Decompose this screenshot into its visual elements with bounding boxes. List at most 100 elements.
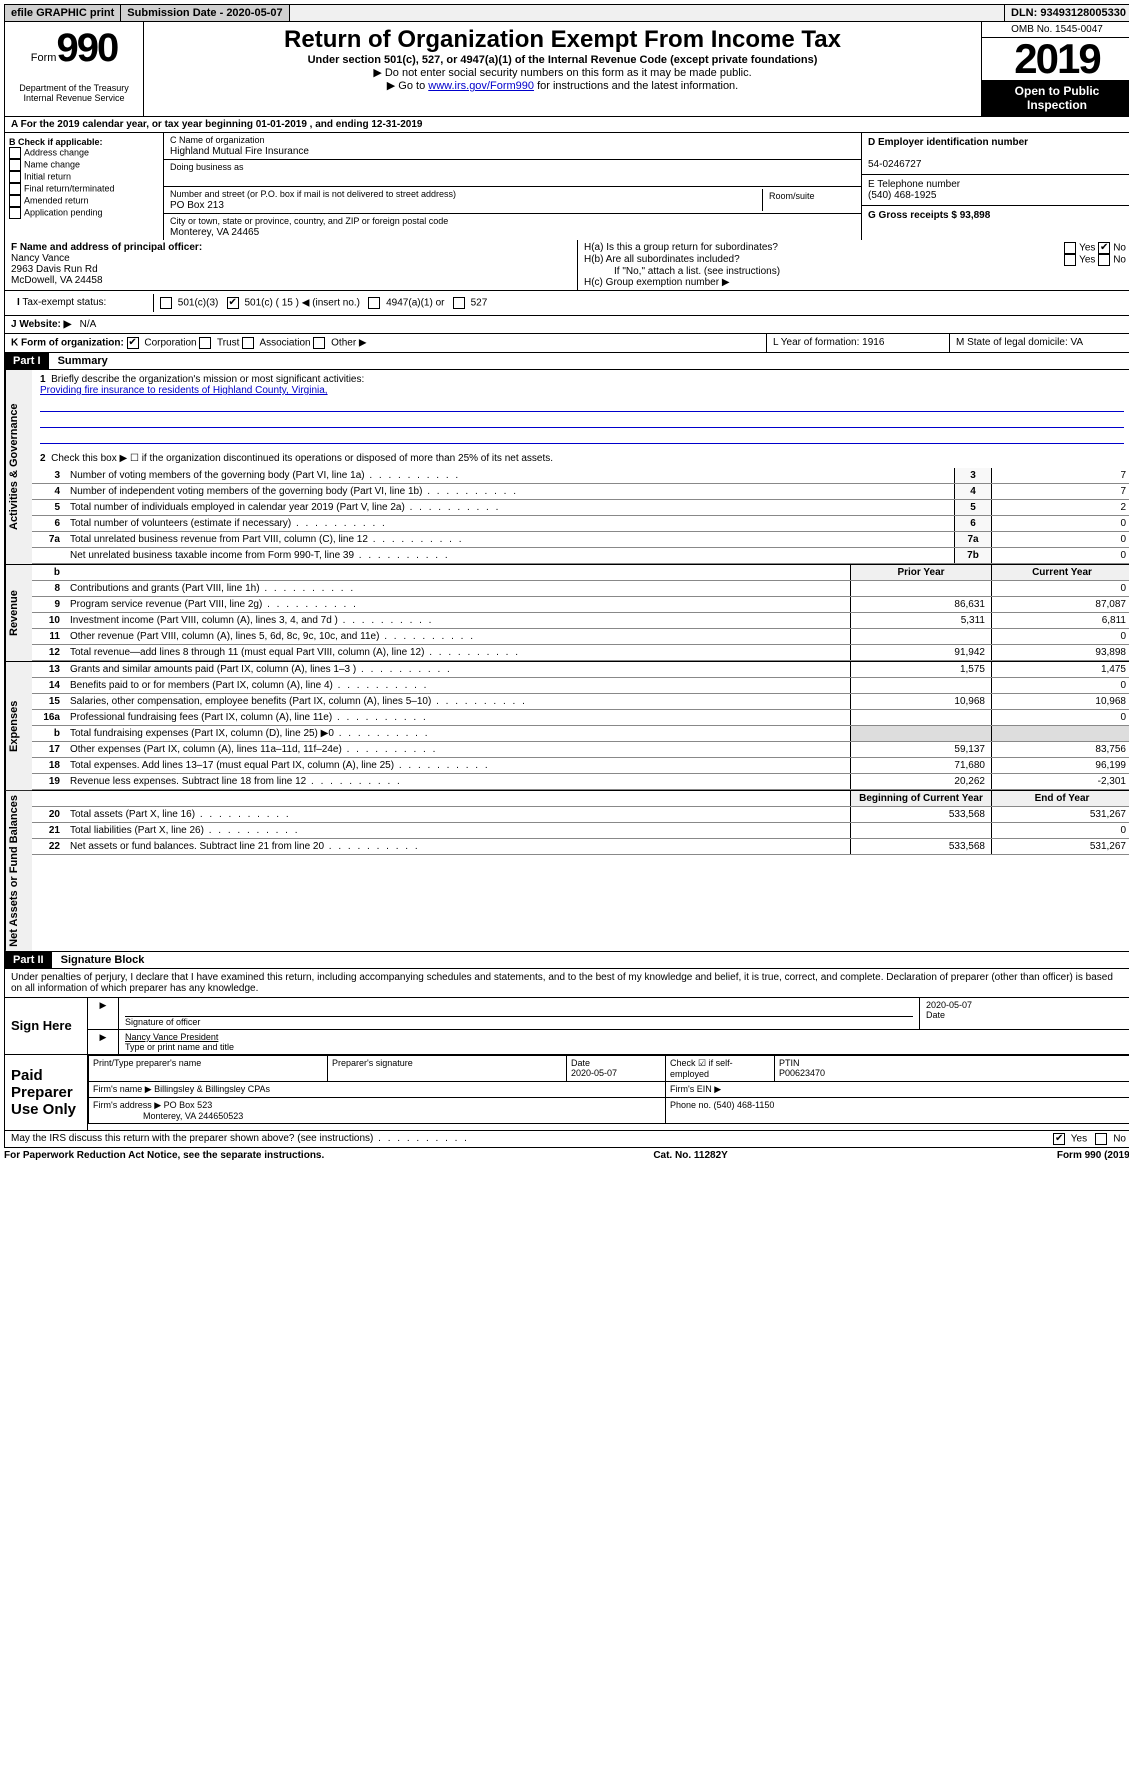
cb-4947[interactable] (368, 297, 380, 309)
cb-ha-yes[interactable] (1064, 242, 1076, 254)
org-name-label: C Name of organization (170, 135, 265, 145)
firm-name: Billingsley & Billingsley CPAs (154, 1084, 270, 1094)
cb-name-change[interactable] (9, 159, 21, 171)
table-row: 13Grants and similar amounts paid (Part … (32, 662, 1129, 678)
table-row: 15Salaries, other compensation, employee… (32, 694, 1129, 710)
table-row: 5Total number of individuals employed in… (32, 500, 1129, 516)
note-link: ▶ Go to www.irs.gov/Form990 for instruct… (152, 79, 973, 92)
table-row: 4Number of independent voting members of… (32, 484, 1129, 500)
table-row: 18Total expenses. Add lines 13–17 (must … (32, 758, 1129, 774)
note-ssn: ▶ Do not enter social security numbers o… (152, 66, 973, 79)
officer-addr2: McDowell, VA 24458 (11, 275, 103, 286)
open-to-public: Open to Public Inspection (982, 80, 1129, 116)
dln-label: DLN: 93493128005330 (1004, 5, 1129, 21)
addr-label: Number and street (or P.O. box if mail i… (170, 189, 456, 199)
mission-text: Providing fire insurance to residents of… (40, 385, 328, 396)
cb-other[interactable] (313, 337, 325, 349)
title-box: Return of Organization Exempt From Incom… (144, 22, 981, 116)
website-row: J Website: ▶ N/A (4, 316, 1129, 334)
group-return-box: H(a) Is this a group return for subordin… (578, 240, 1129, 290)
org-info-column: C Name of organization Highland Mutual F… (164, 133, 861, 240)
cb-501c[interactable] (227, 297, 239, 309)
cb-corporation[interactable] (127, 337, 139, 349)
address: PO Box 213 (170, 200, 224, 211)
preparer-name-header: Print/Type preparer's name (89, 1055, 328, 1081)
cb-discuss-no[interactable] (1095, 1133, 1107, 1145)
sign-date: 2020-05-07 (926, 1000, 972, 1010)
check-applicable-box: B Check if applicable: Address change Na… (5, 133, 164, 240)
cb-application-pending[interactable] (9, 207, 21, 219)
activities-governance-section: Activities & Governance 1 Briefly descri… (4, 370, 1129, 564)
cb-address-change[interactable] (9, 147, 21, 159)
preparer-table: Print/Type preparer's name Preparer's si… (88, 1055, 1129, 1124)
table-row: 21Total liabilities (Part X, line 26)0 (32, 823, 1129, 839)
table-row: 7aTotal unrelated business revenue from … (32, 532, 1129, 548)
cb-amended[interactable] (9, 195, 21, 207)
cb-hb-no[interactable] (1098, 254, 1110, 266)
signer-name: Nancy Vance President (125, 1032, 218, 1042)
efile-print-button[interactable]: efile GRAPHIC print (5, 5, 121, 21)
table-row: 16aProfessional fundraising fees (Part I… (32, 710, 1129, 726)
section-fh: F Name and address of principal officer:… (4, 240, 1129, 291)
part1-badge: Part I (5, 353, 49, 369)
officer-addr1: 2963 Davis Run Rd (11, 264, 98, 275)
part2-header-row: Part II Signature Block (4, 952, 1129, 969)
side-label-expenses: Expenses (5, 662, 32, 790)
arrow-icon: ▶ (88, 998, 119, 1029)
klm-row: K Form of organization: Corporation Trus… (4, 334, 1129, 353)
ein-value: 54-0246727 (868, 159, 921, 170)
table-row: 17Other expenses (Part IX, column (A), l… (32, 742, 1129, 758)
year-formation: L Year of formation: 1916 (767, 334, 950, 352)
cb-hb-yes[interactable] (1064, 254, 1076, 266)
cb-501c3[interactable] (160, 297, 172, 309)
discuss-row: May the IRS discuss this return with the… (4, 1131, 1129, 1148)
declaration-text: Under penalties of perjury, I declare th… (4, 969, 1129, 998)
table-row: 12Total revenue—add lines 8 through 11 (… (32, 645, 1129, 661)
phone-value: (540) 468-1925 (868, 190, 936, 201)
table-row: 11Other revenue (Part VIII, column (A), … (32, 629, 1129, 645)
table-row: 14Benefits paid to or for members (Part … (32, 678, 1129, 694)
preparer-signature-header: Preparer's signature (328, 1055, 567, 1081)
paid-preparer-section: Paid Preparer Use Only Print/Type prepar… (4, 1055, 1129, 1131)
period-row: A For the 2019 calendar year, or tax yea… (4, 117, 1129, 133)
cb-initial-return[interactable] (9, 171, 21, 183)
sign-here-section: Sign Here ▶ Signature of officer 2020-05… (4, 998, 1129, 1055)
part1-title: Summary (52, 353, 114, 369)
ein-label: D Employer identification number (868, 137, 1028, 148)
table-row: 3Number of voting members of the governi… (32, 468, 1129, 484)
org-name: Highland Mutual Fire Insurance (170, 146, 309, 157)
preparer-date: 2020-05-07 (571, 1068, 617, 1078)
paid-preparer-label: Paid Preparer Use Only (5, 1055, 88, 1130)
preparer-phone: Phone no. (540) 468-1150 (666, 1097, 1129, 1123)
revenue-section: Revenue b Prior Year Current Year 8Contr… (4, 564, 1129, 661)
gross-receipts: G Gross receipts $ 93,898 (868, 210, 990, 221)
expenses-table: 13Grants and similar amounts paid (Part … (32, 662, 1129, 790)
city-label: City or town, state or province, country… (170, 216, 448, 226)
firm-city: Monterey, VA 244650523 (143, 1111, 243, 1121)
cb-ha-no[interactable] (1098, 242, 1110, 254)
officer-box: F Name and address of principal officer:… (5, 240, 578, 290)
cb-final-return[interactable] (9, 183, 21, 195)
cb-discuss-yes[interactable] (1053, 1133, 1065, 1145)
net-assets-table: Beginning of Current Year End of Year 20… (32, 791, 1129, 855)
ptin-value: P00623470 (779, 1068, 825, 1078)
catalog-number: Cat. No. 11282Y (653, 1150, 727, 1161)
side-label-revenue: Revenue (5, 565, 32, 661)
form-ref: Form 990 (2019) (1057, 1150, 1129, 1161)
tax-exempt-row: I Tax-exempt status: 501(c)(3) 501(c) ( … (4, 291, 1129, 316)
cb-association[interactable] (242, 337, 254, 349)
table-row: 20Total assets (Part X, line 16)533,5685… (32, 807, 1129, 823)
self-employed-check: Check ☑ if self-employed (666, 1055, 775, 1081)
col-beginning-year: Beginning of Current Year (851, 791, 992, 807)
table-row: 8Contributions and grants (Part VIII, li… (32, 581, 1129, 597)
dba-label: Doing business as (170, 162, 244, 172)
form-prefix: Form (31, 52, 57, 64)
table-row: 22Net assets or fund balances. Subtract … (32, 839, 1129, 855)
part2-badge: Part II (5, 952, 52, 968)
irs-link[interactable]: www.irs.gov/Form990 (428, 80, 534, 92)
cb-trust[interactable] (199, 337, 211, 349)
governance-table: 3Number of voting members of the governi… (32, 468, 1129, 564)
cb-527[interactable] (453, 297, 465, 309)
website-value: N/A (80, 319, 97, 330)
side-label-net-assets: Net Assets or Fund Balances (5, 791, 32, 951)
